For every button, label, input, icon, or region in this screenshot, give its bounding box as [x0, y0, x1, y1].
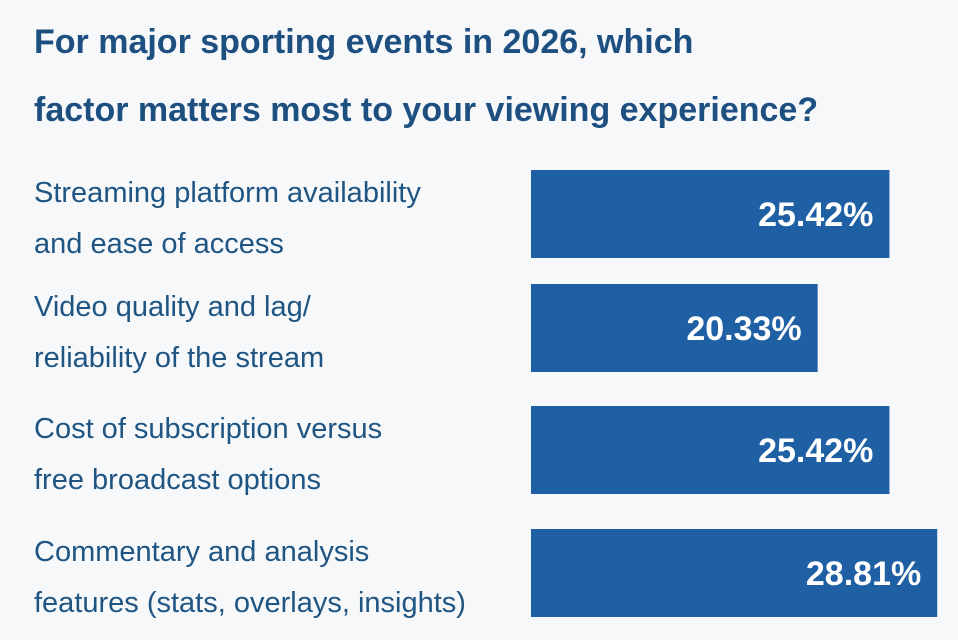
- bar-row: Streaming platform availability and ease …: [34, 170, 890, 260]
- chart-title: For major sporting events in 2026, which…: [34, 8, 934, 144]
- category-label: Streaming platform availability: [34, 177, 421, 209]
- category-label: free broadcast options: [34, 464, 321, 496]
- value-label: 25.42%: [758, 432, 873, 470]
- bar-row: Video quality and lag/reliability of the…: [34, 284, 818, 374]
- chart-title-line-1: For major sporting events in 2026, which: [34, 23, 694, 61]
- category-label: and ease of access: [34, 228, 284, 260]
- category-label: Commentary and analysis: [34, 536, 369, 568]
- bar: [531, 529, 938, 617]
- bar: [531, 170, 890, 258]
- bar-row: Commentary and analysis features (stats, …: [34, 529, 938, 619]
- category-label: Cost of subscription versus: [34, 413, 382, 445]
- category-label: Video quality and lag/: [34, 291, 312, 323]
- category-label: reliability of the stream: [34, 342, 324, 374]
- bar-row: Cost of subscription versus free broadcas…: [34, 406, 890, 496]
- category-label: features (stats, overlays, insights): [34, 587, 466, 619]
- chart-title-line-2: factor matters most to your viewing expe…: [34, 91, 819, 129]
- value-label: 28.81%: [806, 555, 921, 593]
- bar: [531, 284, 818, 372]
- bar: [531, 406, 890, 494]
- value-label: 25.42%: [758, 196, 873, 234]
- value-label: 20.33%: [686, 310, 801, 348]
